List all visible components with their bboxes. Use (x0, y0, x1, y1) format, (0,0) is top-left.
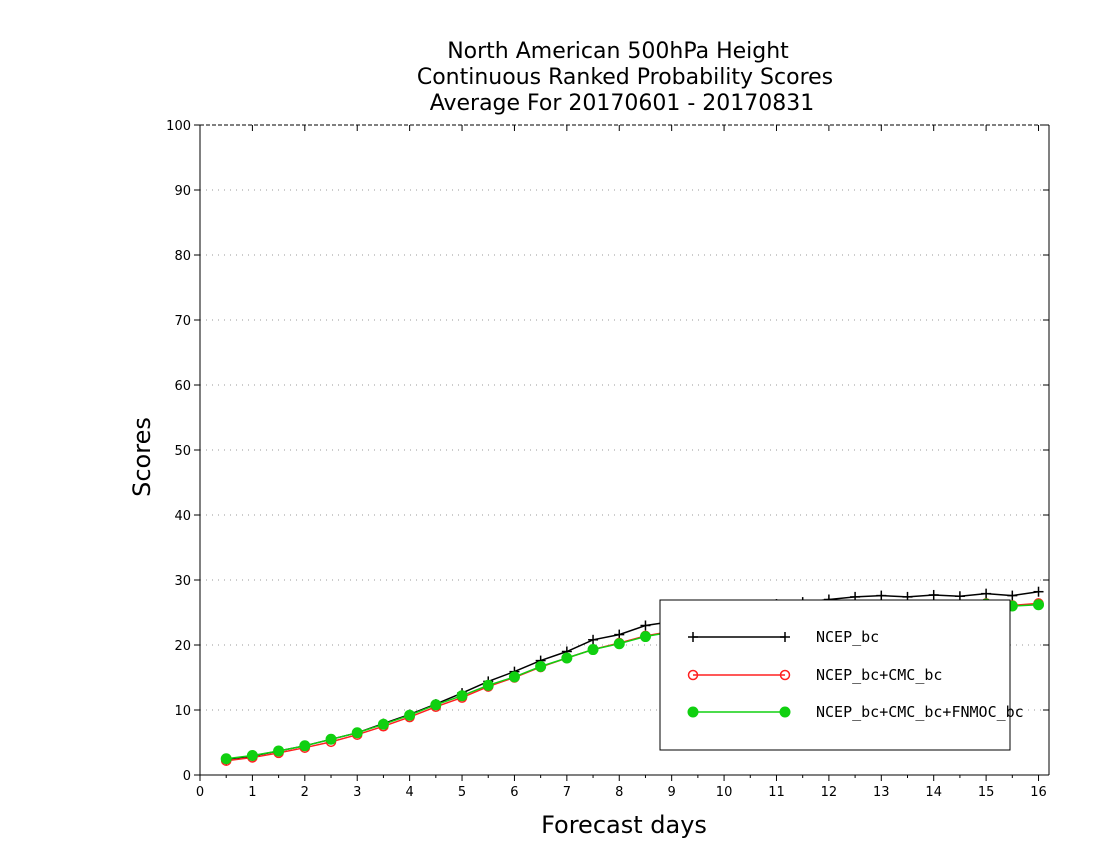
chart-title-line-2: Continuous Ranked Probability Scores (417, 65, 833, 90)
data-point (404, 709, 416, 721)
x-tick-label: 8 (615, 785, 623, 800)
y-tick-label: 60 (174, 379, 191, 394)
y-tick-label: 50 (174, 444, 191, 459)
data-point (561, 652, 573, 664)
x-tick-label: 7 (563, 785, 571, 800)
x-tick-label: 10 (716, 785, 733, 800)
x-tick-label: 3 (353, 785, 361, 800)
data-point (1007, 590, 1018, 601)
x-tick-label: 1 (248, 785, 256, 800)
data-point (482, 679, 494, 691)
data-point (299, 740, 311, 752)
x-tick-label: 9 (668, 785, 676, 800)
data-point (876, 590, 887, 601)
x-tick-label: 12 (821, 785, 838, 800)
y-tick-label: 80 (174, 249, 191, 264)
legend-marker-left (688, 632, 698, 642)
data-point (1033, 586, 1044, 597)
data-point (377, 718, 389, 730)
data-point (220, 753, 232, 765)
legend-marker-right (779, 669, 791, 681)
data-point (325, 733, 337, 745)
data-point (640, 620, 651, 631)
y-tick-label: 70 (174, 314, 191, 329)
legend: NCEP_bc NCEP_bc+CMC_bc NCEP_bc+CMC_bc+FNMO… (659, 599, 1024, 751)
x-tick-label: 2 (301, 785, 309, 800)
axes (194, 124, 1050, 781)
data-point (508, 671, 520, 683)
legend-marker-right (780, 632, 790, 642)
x-axis-label: Forecast days (541, 811, 707, 839)
data-point (639, 631, 651, 643)
chart-title-line-3: Average For 20170601 - 20170831 (430, 91, 815, 116)
data-point (246, 750, 258, 761)
y-tick-label: 100 (166, 119, 191, 134)
x-tick-label: 0 (196, 785, 204, 800)
x-tick-label: 13 (873, 785, 890, 800)
data-point (273, 745, 285, 757)
data-point (981, 588, 992, 599)
legend-item-0: NCEP_bc (688, 628, 879, 646)
y-axis-label: Scores (128, 417, 156, 497)
data-point (928, 589, 939, 600)
data-point (1033, 599, 1045, 611)
y-tick-label: 90 (174, 184, 191, 199)
data-point (430, 699, 442, 711)
data-point (613, 638, 625, 650)
y-tick-label: 20 (174, 639, 191, 654)
legend-items: NCEP_bc NCEP_bc+CMC_bc NCEP_bc+CMC_bc+FNMO… (687, 628, 1024, 721)
y-tick-label: 30 (174, 574, 191, 589)
y-tick-label: 0 (183, 769, 191, 784)
legend-label: NCEP_bc+CMC_bc (816, 666, 942, 684)
legend-marker-left (687, 706, 699, 718)
legend-marker-left (687, 669, 699, 681)
legend-marker-right (779, 706, 791, 718)
data-point (351, 727, 363, 739)
data-point (587, 644, 599, 656)
x-tick-label: 4 (405, 785, 413, 800)
data-point (588, 634, 599, 645)
legend-item-2: NCEP_bc+CMC_bc+FNMOC_bc (687, 703, 1024, 721)
legend-label: NCEP_bc+CMC_bc+FNMOC_bc (816, 703, 1024, 721)
y-tick-label: 40 (174, 509, 191, 524)
legend-item-1: NCEP_bc+CMC_bc (687, 666, 942, 684)
chart-title-line-1: North American 500hPa Height (447, 39, 789, 64)
data-point (456, 690, 468, 702)
x-tick-label: 11 (768, 785, 785, 800)
x-tick-label: 15 (978, 785, 995, 800)
y-tick-label: 10 (174, 704, 191, 719)
x-tick-label: 6 (510, 785, 518, 800)
x-tick-label: 5 (458, 785, 466, 800)
data-point (535, 660, 547, 672)
x-tick-label: 14 (925, 785, 942, 800)
x-tick-label: 16 (1030, 785, 1047, 800)
legend-label: NCEP_bc (816, 628, 879, 646)
